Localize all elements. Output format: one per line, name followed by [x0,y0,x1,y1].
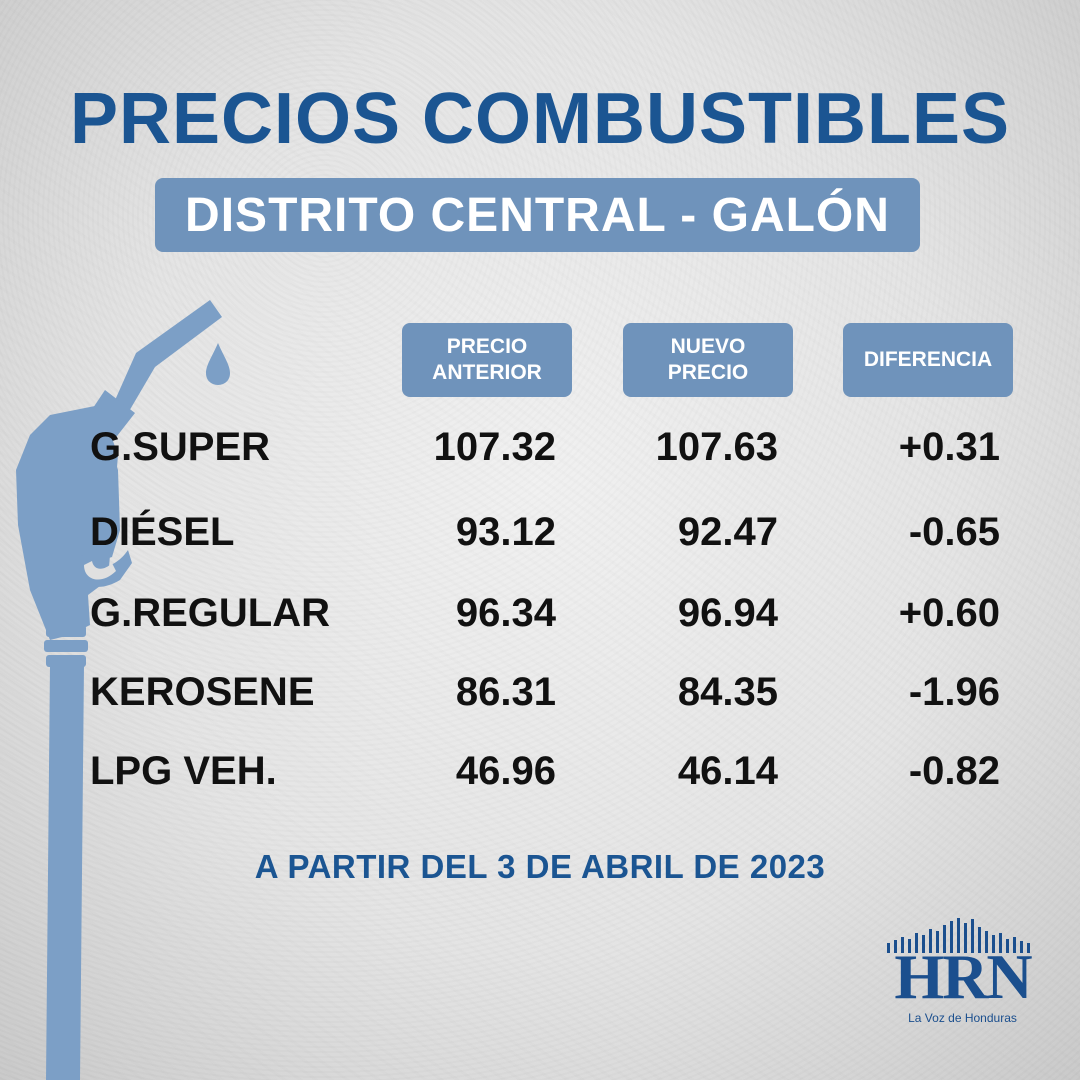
fuel-name: DIÉSEL [90,510,235,554]
new-price: 92.47 [677,510,778,554]
price-difference: -1.96 [908,670,1000,714]
price-difference: -0.65 [908,510,1000,554]
new-price: 107.63 [655,425,778,469]
price-difference: +0.60 [898,591,1000,635]
table-row: LPG VEH. 46.96 46.14 -0.82 [0,741,1080,801]
new-price: 84.35 [677,670,778,714]
old-price: 86.31 [455,670,556,714]
table-row: KEROSENE 86.31 84.35 -1.96 [0,662,1080,722]
fuel-name: G.SUPER [90,425,271,469]
old-price: 93.12 [455,510,556,554]
logo-tagline: La Voz de Honduras [908,1011,1017,1025]
price-difference: -0.82 [908,749,1000,793]
subtitle-text: DISTRITO CENTRAL - GALÓN [185,188,890,242]
page-title: PRECIOS COMBUSTIBLES [69,79,1011,159]
price-difference: +0.31 [898,425,1000,469]
effective-date: A PARTIR DEL 3 DE ABRIL DE 2023 [254,848,826,885]
logo-wordmark: HRN [894,941,1032,1012]
audio-bars-icon [887,918,1030,953]
old-price: 46.96 [455,749,556,793]
new-price: 96.94 [677,591,778,635]
fuel-nozzle-icon [16,300,230,1080]
old-price: 107.32 [433,425,556,469]
table-row: G.SUPER 107.32 107.63 +0.31 [0,417,1080,477]
fuel-drop-icon [206,343,230,385]
table-row: DIÉSEL 93.12 92.47 -0.65 [0,502,1080,562]
fuel-name: G.REGULAR [90,591,330,635]
subtitle-banner: DISTRITO CENTRAL - GALÓN [155,178,920,252]
table-row: G.REGULAR 96.34 96.94 +0.60 [0,583,1080,643]
column-header-new-price: NUEVO PRECIO [623,323,793,397]
hrn-logo: HRN La Voz de Honduras [885,915,1040,1030]
fuel-name: LPG VEH. [90,749,277,793]
old-price: 96.34 [455,591,556,635]
column-header-old-price: PRECIO ANTERIOR [402,323,572,397]
fuel-name: KEROSENE [90,670,315,714]
new-price: 46.14 [677,749,778,793]
column-header-difference: DIFERENCIA [843,323,1013,397]
